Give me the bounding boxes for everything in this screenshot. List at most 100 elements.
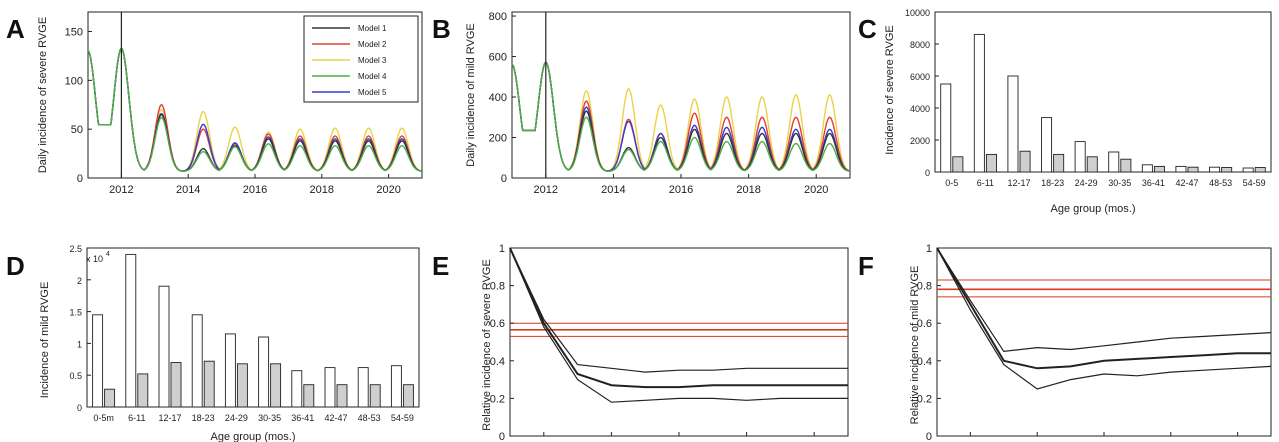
bar-series-1 <box>390 365 402 408</box>
x-tick-label: 24-29 <box>1075 178 1098 188</box>
series-line-model-1 <box>511 61 851 172</box>
x-tick-label: 42-47 <box>1175 178 1198 188</box>
x-tick-label: 2020 <box>804 184 828 196</box>
panel-letter-f: F <box>858 251 874 281</box>
y-tick-label: 2000 <box>910 136 930 146</box>
bar-series-2 <box>137 373 149 408</box>
panel-a-ylabel: Daily incidence of severe RVGE <box>37 17 49 173</box>
x-tick-label: 0-5m <box>93 413 114 423</box>
y-tick-label: 600 <box>489 52 507 64</box>
bar-series-2 <box>1019 150 1031 173</box>
bar-series-2 <box>1053 153 1065 173</box>
bar-series-1 <box>1041 117 1053 173</box>
bar-series-2 <box>369 384 381 408</box>
panel-f-ylabel: Relative incidence of mild RVGE <box>909 266 921 425</box>
series-line-model-4 <box>87 47 423 172</box>
x-tick-label: 24-29 <box>225 413 248 423</box>
y-tick-label: 0 <box>925 168 930 178</box>
y-tick-label: 100 <box>65 75 83 87</box>
y-tick-label: 8000 <box>910 40 930 50</box>
series-line-model-4 <box>511 61 851 172</box>
relative-incidence-line-3 <box>509 247 848 403</box>
y-tick-label: 4000 <box>910 104 930 114</box>
y-tick-label: 10000 <box>905 8 930 18</box>
panel-b-plot: 2012 2014 2016 2018 2020 0 200 400 600 800 <box>489 11 851 196</box>
bar-series-1 <box>1007 75 1019 173</box>
y-tick-label: 0 <box>77 403 82 413</box>
bar-series-1 <box>92 314 104 408</box>
bar-series-1 <box>324 367 336 408</box>
bar-series-2 <box>1086 156 1098 173</box>
bar-series-2 <box>336 384 348 408</box>
y-tick-label: 0.4 <box>917 356 932 368</box>
bar-series-1 <box>125 253 137 408</box>
panel-e-ylabel: Relative incidence of severe RVGE <box>481 259 493 431</box>
bar-series-1 <box>1108 151 1120 173</box>
y-tick-label: 1 <box>926 243 932 255</box>
relative-incidence-line-2 <box>936 247 1271 370</box>
bar-series-2 <box>985 153 997 173</box>
bar-series-2 <box>104 388 116 408</box>
bar-series-2 <box>1187 166 1199 173</box>
x-tick-label: 6-11 <box>128 413 145 423</box>
series-line-model-2 <box>511 61 851 172</box>
panel-letter-b: B <box>432 14 451 44</box>
x-tick-label: 30-35 <box>258 413 281 423</box>
panel-letter-d: D <box>6 251 25 281</box>
x-tick-label: 6-11 <box>977 178 994 188</box>
panel-d-xlabel: Age group (mos.) <box>211 431 296 442</box>
bar-series-1 <box>158 285 170 408</box>
panel-b-ylabel: Daily incidence of mild RVGE <box>465 23 477 166</box>
x-tick-label: 2014 <box>601 184 625 196</box>
y-tick-label: 0 <box>77 173 83 185</box>
y-tick-label: 2.5 <box>69 244 82 254</box>
panel-d-plot: 0-5m 6-11 12-17 18-23 24-29 30-35 36-41 42-47 48… <box>69 244 420 423</box>
x-tick-label: 36-41 <box>1142 178 1165 188</box>
bar-series-2 <box>236 363 248 408</box>
x-tick-label: 18-23 <box>1041 178 1064 188</box>
x-tick-label: 36-41 <box>291 413 314 423</box>
y-tick-label: 0.8 <box>917 281 932 293</box>
panel-letter-c: C <box>858 14 877 44</box>
panel-f-plot: 2012201420162018202000.20.40.60.81 <box>917 243 1272 442</box>
series-line-model-3 <box>511 61 851 172</box>
y-tick-label: 0 <box>926 431 932 442</box>
panel-d-ylabel: Incidence of mild RVGE <box>39 282 51 399</box>
x-tick-label: 2012 <box>109 184 133 196</box>
x-tick-label: 12-17 <box>1007 178 1030 188</box>
x-tick-label: 42-47 <box>324 413 347 423</box>
legend-label: Model 5 <box>358 88 387 97</box>
panel-d-exponent: x 10 <box>86 254 103 264</box>
bar-series-1 <box>191 314 203 408</box>
bar-series-1 <box>258 336 270 408</box>
panel-c-plot: 0-5 6-11 12-17 18-23 24-29 30-35 36-41 42-47 48-… <box>905 8 1272 188</box>
y-tick-label: 2 <box>77 276 82 286</box>
panel-letter-a: A <box>6 14 25 44</box>
bar-series-2 <box>1153 165 1165 173</box>
panel-c-xlabel: Age group (mos.) <box>1051 203 1136 215</box>
y-tick-label: 0.2 <box>917 393 932 405</box>
x-tick-label: 2018 <box>736 184 760 196</box>
bar-series-2 <box>952 156 964 173</box>
x-tick-label: 54-59 <box>391 413 414 423</box>
x-tick-label: 48-53 <box>358 413 381 423</box>
x-tick-label: 2020 <box>376 184 400 196</box>
y-tick-label: 0 <box>499 431 505 442</box>
bar-series-1 <box>940 83 952 173</box>
panel-f-frame <box>936 247 1272 437</box>
x-tick-label: 2018 <box>310 184 334 196</box>
bar-series-1 <box>1175 165 1187 173</box>
y-tick-label: 400 <box>489 92 507 104</box>
bar-series-1 <box>973 33 985 173</box>
legend-label: Model 2 <box>358 40 387 49</box>
bar-series-2 <box>1221 167 1233 173</box>
legend-label: Model 1 <box>358 24 387 33</box>
bar-series-2 <box>270 363 282 408</box>
x-tick-label: 2014 <box>176 184 200 196</box>
x-tick-label: 0-5 <box>945 178 958 188</box>
relative-incidence-line-1 <box>936 247 1272 353</box>
y-tick-label: 1.5 <box>69 308 82 318</box>
y-tick-label: 0.6 <box>917 318 932 330</box>
legend-label: Model 4 <box>358 72 387 81</box>
bar-series-1 <box>224 333 236 408</box>
